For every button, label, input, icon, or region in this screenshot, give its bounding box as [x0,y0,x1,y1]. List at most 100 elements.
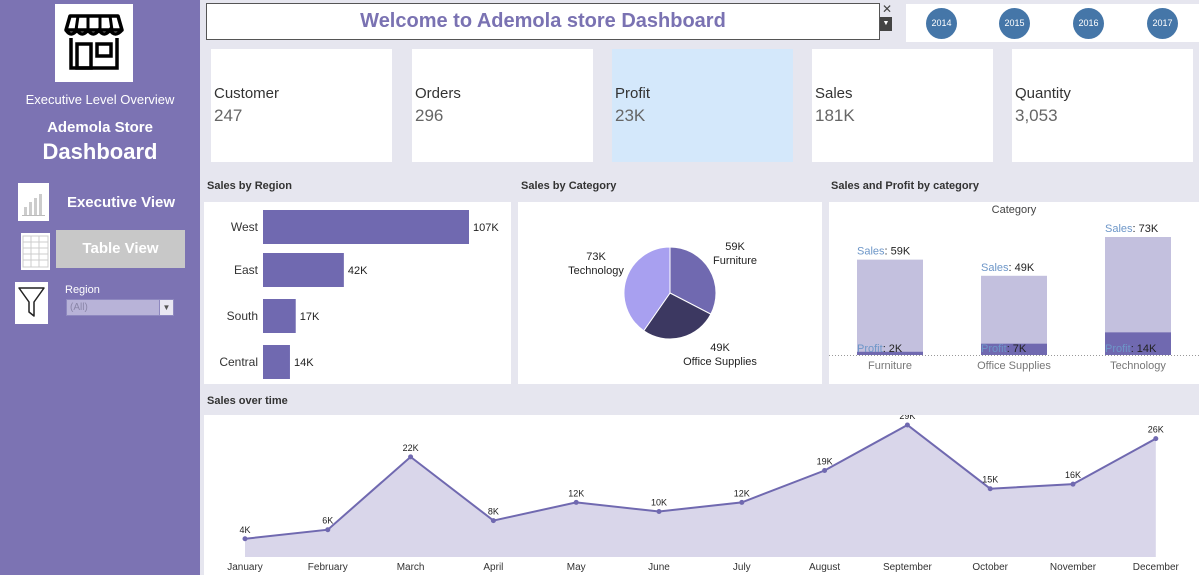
pie-slice [643,292,712,340]
region-filter-label: Region [65,284,100,296]
sidebar: Executive Level Overview Ademola Store D… [0,0,200,575]
month-label: January [227,562,263,573]
sales-bar [857,259,923,355]
sales-point [987,486,993,492]
pie-category-label: Technology [568,265,624,277]
sidebar-overview-label: Executive Level Overview [25,92,175,107]
page-title: Welcome to Ademola store Dashboard [360,10,726,32]
category-chart-title: Sales by Category [521,180,617,192]
sales-value-label: 6K [322,516,333,526]
year-button-2016[interactable]: 2016 [1073,8,1104,39]
sales-value-label: 12K [568,488,584,498]
table-icon[interactable] [21,233,50,270]
pie-value-label: 73K [586,251,606,263]
sales-profit-chart-panel: Category Sales: 59K Profit: 2K Furniture Sal… [829,202,1199,384]
sales-point [490,518,496,524]
kpi-label: Orders [415,85,461,102]
sales-value-label: Sales: 73K [1105,223,1159,235]
region-bar [263,253,344,287]
sales-value-label: 29K [899,415,915,421]
kpi-value: 23K [615,106,646,125]
year-filter-bar: 2014 2015 2016 2017 [906,4,1199,42]
category-pie-chart: 59K Furniture 49K Office Supplies 73K Technol… [568,241,757,368]
kpi-value: 3,053 [1015,106,1058,125]
executive-view-button[interactable]: Executive View [66,194,176,211]
chevron-down-icon[interactable]: ▼ [159,300,173,315]
sales-point [1070,481,1076,487]
region-category-label: West [231,220,259,234]
sales-point [822,468,828,474]
kpi-label: Sales [815,85,853,102]
time-chart-title: Sales over time [207,395,288,407]
dropdown-arrow-icon[interactable]: ▼ [880,17,892,31]
pie-value-label: 49K [710,342,730,354]
sidebar-dashboard-title: Dashboard [42,139,158,164]
sales-value-label: 12K [734,488,750,498]
year-button-2014[interactable]: 2014 [926,8,957,39]
profit-bar [857,351,923,355]
region-bar-chart: West 107K East 42K South 17K Central 14K [219,210,499,379]
region-value-label: 14K [294,357,314,369]
category-axis-label: Furniture [868,360,912,372]
month-label: September [883,562,933,573]
category-axis-label: Technology [1110,360,1166,372]
region-chart-title: Sales by Region [207,180,292,192]
region-chart-panel: West 107K East 42K South 17K Central 14K [204,202,511,384]
profit-value-label: Profit: 14K [1105,343,1157,355]
pie-slice [669,246,717,315]
sales-line [244,423,1157,540]
sales-point [656,508,662,514]
sales-over-time-chart: 4K January 6K February 22K March 8K April 12K May… [227,411,1180,573]
kpi-card-sales[interactable]: Sales 181K [812,49,993,162]
region-bar [263,299,296,333]
sales-value-label: 22K [403,443,419,453]
region-filter-dropdown[interactable]: (All) ▼ [66,299,174,316]
sales-point [1153,436,1159,442]
month-label: May [567,562,586,573]
sales-value-label: 8K [488,507,499,517]
month-label: April [483,562,503,573]
month-label: June [648,562,670,573]
close-icon[interactable]: ✕ [881,2,893,16]
sales-point [408,454,414,460]
profit-value-label: Profit: 2K [857,343,903,355]
profit-bar [981,343,1047,355]
month-label: March [397,562,425,573]
kpi-value: 181K [815,106,855,125]
region-filter-value: (All) [70,302,88,313]
month-label: December [1133,562,1180,573]
kpi-card-profit[interactable]: Profit 23K [612,49,793,162]
sales-point [904,422,910,428]
month-label: October [972,562,1008,573]
profit-value-label: Profit: 7K [981,343,1027,355]
profit-bar [1105,332,1171,355]
kpi-label: Profit [615,85,651,102]
month-label: July [733,562,751,573]
region-value-label: 107K [473,222,499,234]
pie-value-label: 59K [725,241,745,253]
category-axis-label: Office Supplies [977,360,1051,372]
sales-point [325,527,331,533]
sales-point [739,499,745,505]
kpi-label: Quantity [1015,85,1071,102]
year-button-2015[interactable]: 2015 [999,8,1030,39]
month-label: August [809,562,840,573]
region-category-label: East [234,263,259,277]
year-button-2017[interactable]: 2017 [1147,8,1178,39]
sales-value-label: Sales: 59K [857,246,911,258]
kpi-value: 247 [214,106,243,125]
bar-chart-icon[interactable] [18,183,49,221]
region-category-label: South [227,309,258,323]
sidebar-store-name: Ademola Store [47,119,153,136]
sales-profit-chart-title: Sales and Profit by category [831,180,979,192]
kpi-card-customer[interactable]: Customer 247 [211,49,392,162]
kpi-card-orders[interactable]: Orders 296 [412,49,593,162]
kpi-card-quantity[interactable]: Quantity 3,053 [1012,49,1193,162]
sales-value-label: 19K [817,457,833,467]
kpi-value: 296 [415,106,444,125]
table-view-button[interactable]: Table View [56,230,185,268]
kpi-label: Customer [214,85,280,102]
region-bar [263,345,290,379]
time-chart-panel: 4K January 6K February 22K March 8K April 12K May… [204,411,1199,575]
sales-area [245,425,1156,557]
